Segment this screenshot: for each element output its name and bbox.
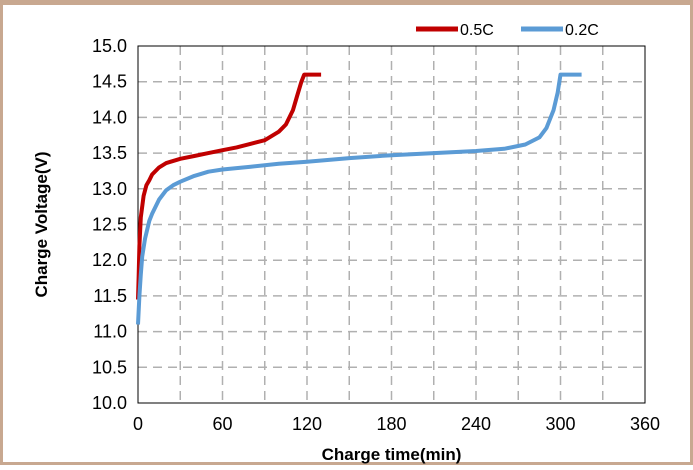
x-tick-label: 0 (133, 414, 143, 434)
legend-label: 0.2C (565, 22, 599, 39)
grid (138, 46, 645, 403)
y-tick-label: 10.5 (92, 357, 127, 377)
legend: 0.5C 0.2C (416, 22, 599, 39)
y-tick-label: 12.0 (92, 250, 127, 270)
x-tick-label: 300 (545, 414, 575, 434)
y-tick-label: 15.0 (92, 36, 127, 56)
y-tick-label: 11.0 (93, 322, 127, 342)
x-tick-label: 360 (630, 414, 660, 434)
series-line-05c (136, 72, 322, 300)
series (136, 72, 582, 325)
x-tick-label: 240 (461, 414, 491, 434)
x-axis-ticks: 0 60 120 180 240 300 360 (133, 414, 660, 434)
x-tick-label: 120 (292, 414, 322, 434)
y-tick-label: 10.0 (92, 393, 127, 413)
y-tick-label: 13.0 (92, 179, 127, 199)
y-tick-label: 12.5 (92, 215, 127, 235)
plot-area-border (137, 45, 646, 404)
y-tick-label: 11.5 (93, 286, 127, 306)
y-axis-ticks: 10.0 10.5 11.0 11.5 12.0 12.5 13.0 13.5 14.0 14.5… (92, 36, 127, 413)
y-tick-label: 13.5 (92, 143, 127, 163)
x-axis-title: Charge time(min) (322, 445, 462, 464)
series-line-02c (136, 72, 582, 325)
y-axis-title: Charge Voltage(V) (32, 151, 51, 297)
x-tick-label: 180 (376, 414, 406, 434)
legend-label: 0.5C (460, 22, 494, 39)
x-tick-label: 60 (212, 414, 232, 434)
y-tick-label: 14.0 (92, 107, 127, 127)
y-tick-label: 14.5 (92, 72, 127, 92)
voltage-chart: 10.0 10.5 11.0 11.5 12.0 12.5 13.0 13.5 14.0 14.5… (32, 22, 660, 464)
